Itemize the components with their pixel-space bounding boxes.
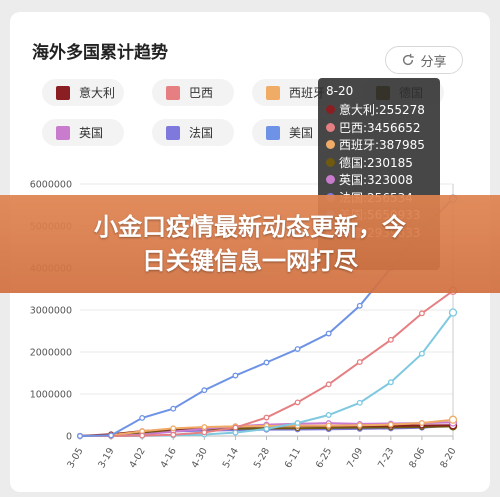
- x-tick-label: 7-09: [345, 446, 365, 470]
- tooltip-dot: [326, 122, 335, 132]
- x-tick-label: 4-02: [127, 446, 147, 470]
- x-tick-label: 6-11: [283, 446, 303, 470]
- data-point: [448, 308, 458, 317]
- data-point: [232, 429, 239, 436]
- data-point: [356, 399, 363, 406]
- page-title: 海外多国累计趋势: [32, 43, 168, 63]
- tooltip-row: 英国:323008: [326, 171, 432, 189]
- legend-swatch: [166, 125, 180, 140]
- data-point: [356, 302, 363, 309]
- data-point: [387, 379, 394, 386]
- legend-swatch: [56, 125, 70, 140]
- data-point: [356, 359, 363, 366]
- headline-line-1: 小金口疫情最新动态更新，今: [94, 213, 406, 241]
- x-tick-label: 8-20: [438, 446, 458, 470]
- data-point: [170, 425, 177, 432]
- tooltip-value: 德国:230185: [339, 155, 413, 170]
- legend-swatch: [166, 85, 180, 100]
- share-button[interactable]: 分享: [385, 46, 463, 74]
- x-tick-label: 5-28: [252, 446, 272, 470]
- tooltip-value: 西班牙:387985: [339, 138, 425, 153]
- data-point: [294, 420, 301, 426]
- x-tick-label: 4-16: [159, 446, 179, 470]
- data-point: [201, 387, 208, 394]
- legend-label: 巴西: [189, 86, 214, 100]
- legend-item-italy[interactable]: 意大利: [42, 79, 124, 106]
- x-tick-label: 5-14: [221, 446, 241, 470]
- legend-swatch: [266, 125, 280, 140]
- data-point: [201, 429, 208, 436]
- data-point: [387, 421, 394, 428]
- data-point: [325, 330, 332, 337]
- headline-banner[interactable]: 小金口疫情最新动态更新，今 日关键信息一网打尽: [0, 195, 500, 293]
- data-point: [108, 432, 115, 439]
- data-point: [201, 424, 208, 431]
- tooltip-row: 巴西:3456652: [326, 119, 432, 137]
- tooltip-dot: [326, 140, 335, 150]
- data-point: [170, 431, 177, 438]
- x-tick-label: 6-25: [314, 446, 334, 470]
- legend-label: 意大利: [79, 86, 116, 100]
- tooltip-dot: [326, 157, 335, 167]
- data-point: [232, 424, 239, 431]
- tooltip-dot: [326, 175, 335, 185]
- tooltip-row: 意大利:255278: [326, 101, 432, 119]
- x-tick-label: 4-30: [190, 446, 210, 470]
- data-point: [356, 422, 363, 429]
- y-tick-label: 0: [66, 432, 72, 443]
- share-label: 分享: [420, 54, 447, 70]
- tooltip-value: 意大利:255278: [339, 103, 425, 118]
- data-point: [448, 415, 458, 424]
- legend-item-brazil[interactable]: 巴西: [152, 79, 234, 106]
- data-point: [325, 381, 332, 388]
- legend-label: 美国: [289, 126, 314, 140]
- data-point: [263, 414, 270, 421]
- legend-swatch: [266, 85, 280, 100]
- tooltip-row: 德国:230185: [326, 154, 432, 172]
- data-point: [139, 432, 146, 439]
- tooltip-dot: [326, 105, 335, 115]
- share-icon: [403, 53, 415, 66]
- data-point: [325, 412, 332, 418]
- y-tick-label: 3000000: [30, 306, 72, 317]
- y-tick-label: 6000000: [30, 180, 72, 191]
- data-point: [77, 433, 83, 439]
- legend-label: 西班牙: [289, 86, 326, 100]
- data-point: [263, 359, 270, 366]
- data-point: [325, 422, 332, 429]
- tooltip-value: 巴西:3456652: [339, 120, 421, 135]
- data-point: [232, 372, 239, 379]
- legend-item-uk[interactable]: 英国: [42, 119, 124, 146]
- x-tick-label: 8-06: [407, 446, 427, 470]
- data-point: [263, 425, 270, 432]
- legend-swatch: [56, 85, 70, 100]
- x-tick-label: 3-05: [65, 446, 85, 470]
- data-point: [139, 414, 146, 421]
- tooltip-date: 8-20: [326, 84, 354, 98]
- legend-label: 法国: [189, 126, 214, 140]
- x-tick-label: 3-19: [96, 446, 116, 470]
- data-point: [418, 310, 425, 317]
- data-point: [170, 405, 177, 412]
- x-tick-label: 7-23: [376, 446, 396, 470]
- tooltip-value: 英国:323008: [339, 173, 413, 188]
- legend-item-france[interactable]: 法国: [152, 119, 234, 146]
- data-point: [294, 346, 301, 353]
- tooltip-row: 西班牙:387985: [326, 136, 432, 154]
- data-point: [294, 399, 301, 406]
- headline-line-2: 日关键信息一网打尽: [142, 247, 358, 275]
- y-tick-label: 1000000: [30, 390, 72, 401]
- legend-label: 英国: [79, 126, 104, 140]
- y-tick-label: 2000000: [30, 348, 72, 359]
- data-point: [387, 336, 394, 343]
- data-point: [418, 350, 425, 357]
- data-point: [418, 420, 425, 426]
